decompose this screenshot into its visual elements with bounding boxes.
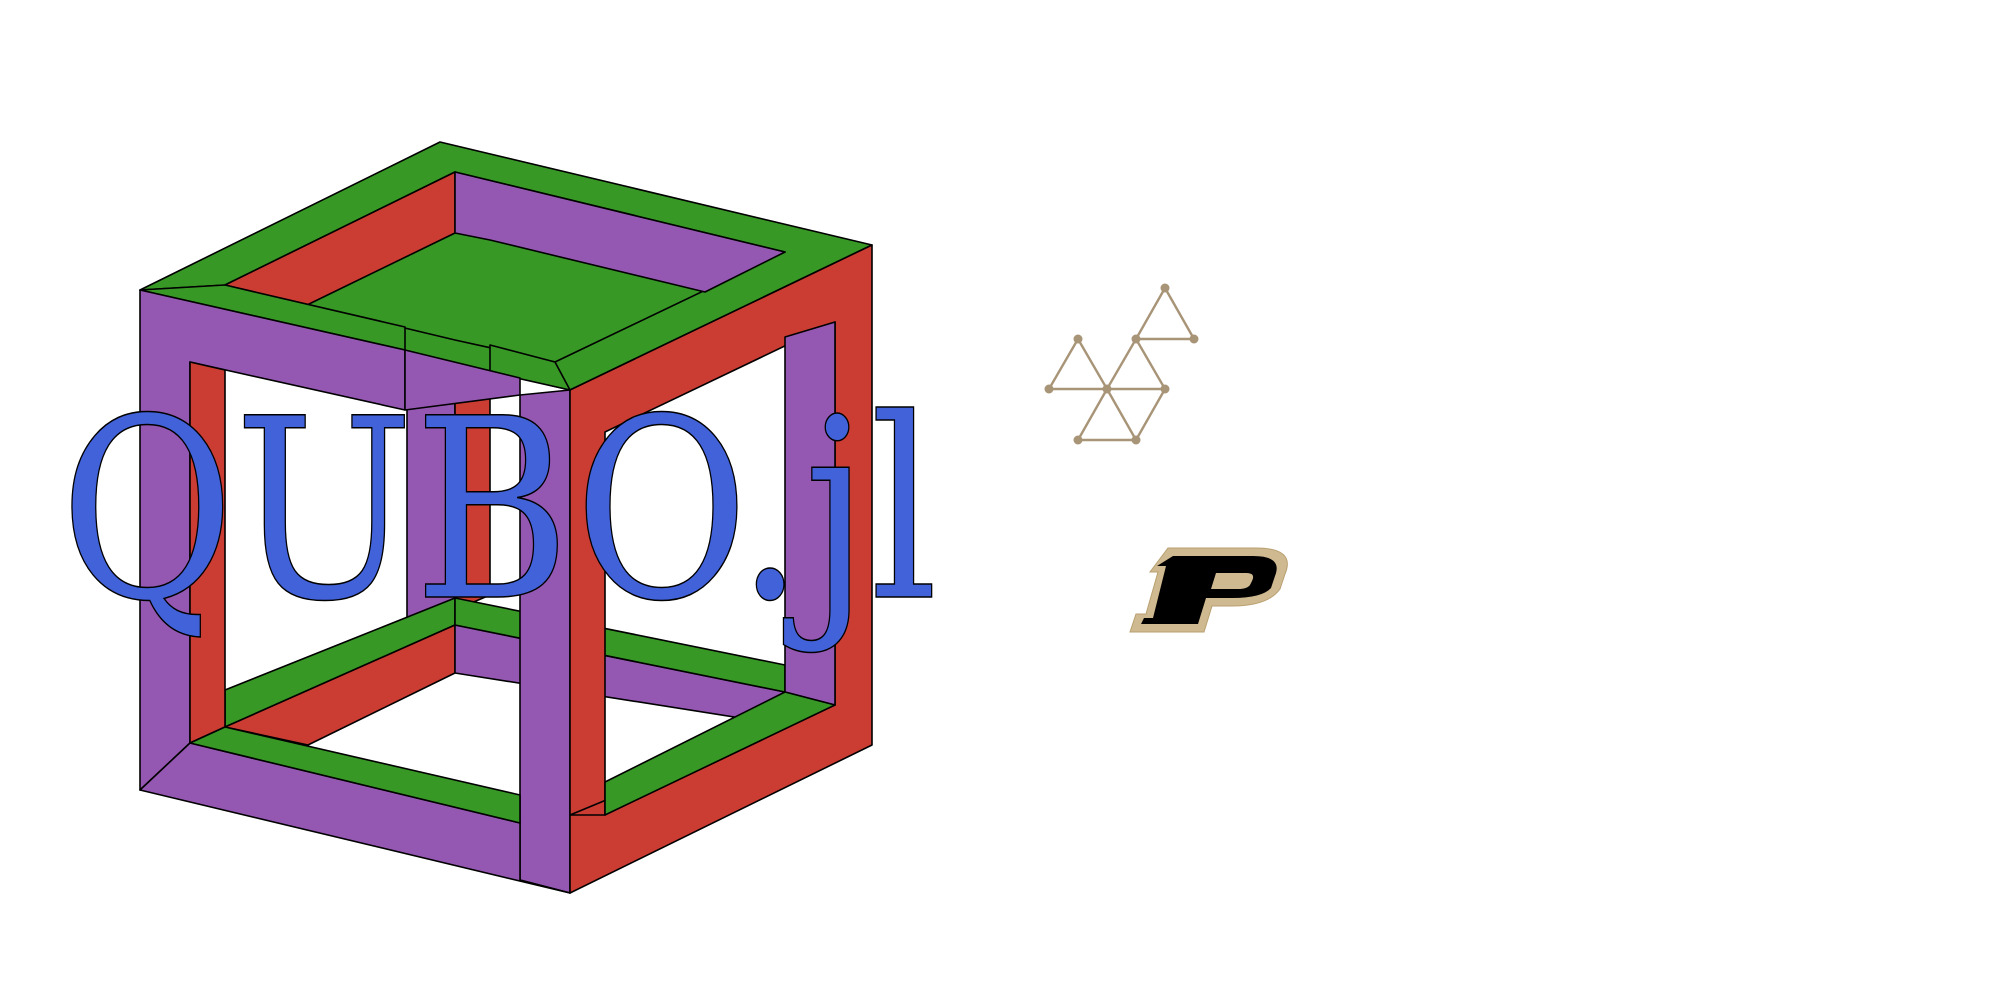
- lattice-node: [1189, 334, 1199, 344]
- cube-bar: [404, 349, 521, 411]
- lattice-nodes: [1044, 283, 1199, 445]
- cube-bar: [454, 171, 786, 293]
- cube-bar: [189, 726, 521, 824]
- lattice-node: [1160, 283, 1170, 293]
- impossible-cube-icon: [139, 141, 873, 894]
- lattice-node: [1131, 435, 1141, 445]
- lattice-node: [1073, 334, 1083, 344]
- lattice-node: [1160, 384, 1170, 394]
- triangular-lattice-icon: [1047, 287, 1196, 442]
- lattice-node: [1044, 384, 1054, 394]
- cube-bar: [604, 691, 836, 816]
- cube-bar: [139, 742, 571, 894]
- lattice-node: [1102, 384, 1112, 394]
- lattice-node: [1073, 435, 1083, 445]
- wordmark-text: QUBO.jl: [60, 365, 938, 656]
- purdue-p-logo: [1129, 547, 1288, 633]
- lattice-node: [1131, 334, 1141, 344]
